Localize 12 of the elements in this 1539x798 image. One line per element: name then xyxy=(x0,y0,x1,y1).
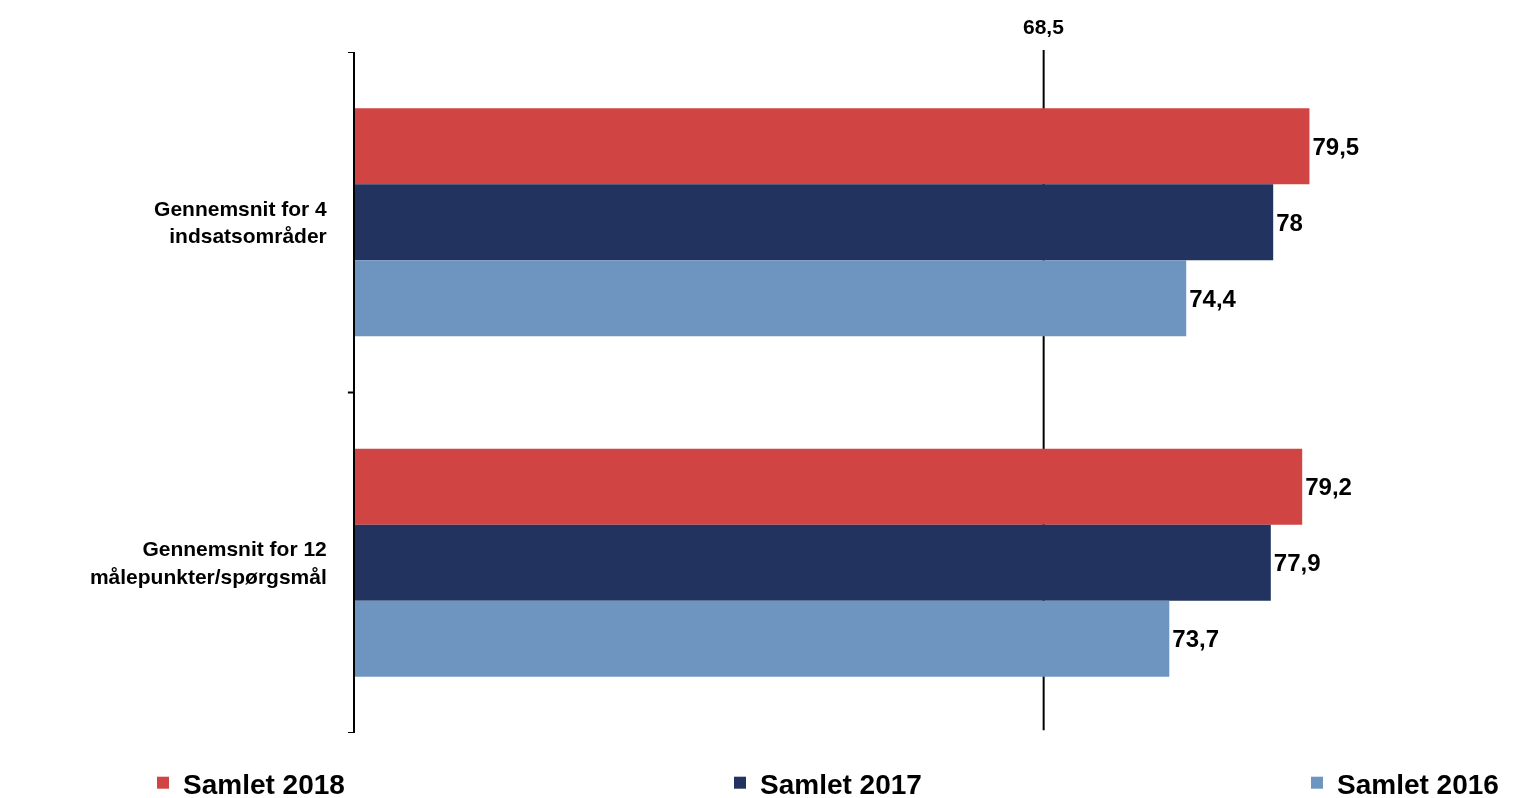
data-label: 73,7 xyxy=(1172,625,1220,653)
ref-line-label: 68,5 xyxy=(1023,15,1065,38)
data-label: 79,2 xyxy=(1305,473,1352,501)
data-label: 78 xyxy=(1276,208,1303,236)
legend-label: Samlet 2017 xyxy=(760,768,922,798)
data-label: 79,5 xyxy=(1312,132,1360,160)
legend-label: Samlet 2016 xyxy=(1337,768,1499,798)
y-tick-label: Gennemsnit for 12 målepunkter/spørgsmål xyxy=(89,537,327,588)
y-tick-label: Gennemsnit for 4 indsatsområder xyxy=(154,196,328,248)
legend-label: Samlet 2018 xyxy=(183,768,345,798)
data-label: 74,4 xyxy=(1189,284,1237,312)
data-label: 77,9 xyxy=(1273,549,1321,577)
